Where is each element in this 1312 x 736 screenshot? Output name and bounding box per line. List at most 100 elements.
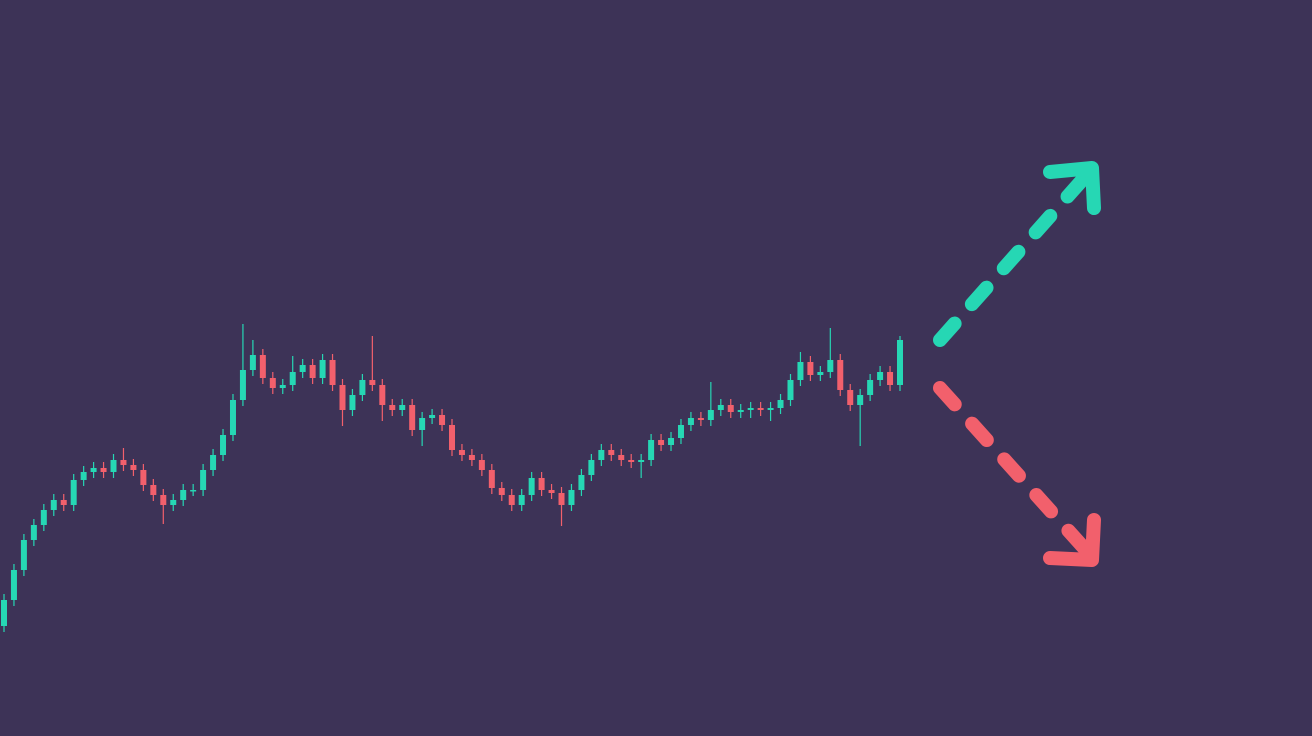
candle-body (150, 485, 157, 495)
candle-body (468, 455, 475, 460)
candle-body (508, 495, 515, 505)
candle-body (578, 475, 585, 490)
candle-body (110, 460, 117, 472)
candle-body (827, 360, 834, 372)
candle-body (200, 470, 207, 490)
candle-body (568, 490, 575, 505)
candle-body (478, 460, 485, 470)
candle-body (120, 460, 127, 465)
candle-body (359, 380, 366, 395)
candle-body (349, 395, 356, 410)
candle-body (269, 378, 276, 388)
candle-body (40, 510, 47, 525)
candle-body (807, 362, 814, 375)
candle-body (279, 385, 286, 388)
candle-body (458, 450, 465, 455)
candle-body (697, 418, 704, 420)
candle-body (528, 478, 535, 495)
candle-body (229, 400, 236, 435)
candle-body (289, 372, 296, 385)
candle-body (309, 365, 316, 378)
candle-body (70, 480, 77, 505)
candle-body (379, 385, 386, 405)
down-arrow (933, 381, 1101, 567)
candle-body (658, 440, 665, 445)
up-arrow-head (1043, 161, 1101, 215)
candle-body (767, 408, 774, 410)
candle-body (847, 390, 854, 405)
candle-body (797, 362, 804, 380)
candle-body (80, 472, 87, 480)
candle-body (498, 488, 505, 495)
candle-body (90, 468, 97, 472)
candle-body (160, 495, 167, 505)
candle-body (817, 372, 824, 375)
candle-body (130, 465, 137, 470)
candle-body (558, 493, 565, 505)
candle-body (707, 410, 714, 420)
candle-body (747, 408, 754, 410)
candle-body (50, 500, 57, 510)
down-arrow-head (1043, 513, 1101, 567)
candle-body (618, 455, 625, 460)
candle-body (20, 540, 27, 570)
candle-body (419, 418, 426, 430)
candle-body (877, 372, 884, 380)
candle-body (100, 468, 107, 472)
candle-body (548, 490, 555, 493)
candle-body (538, 478, 545, 490)
candle-body (677, 425, 684, 438)
candle-body (329, 360, 336, 385)
candle-body (339, 385, 346, 410)
candle-body (588, 460, 595, 475)
candle-body (787, 380, 794, 400)
candle-body (389, 405, 396, 410)
candle-body (488, 470, 495, 488)
candle-body (239, 370, 246, 400)
candle-body (897, 340, 903, 385)
candle-body (409, 405, 416, 430)
candle-body (887, 372, 894, 385)
candle-body (429, 415, 436, 418)
candle-body (439, 415, 446, 425)
candle-body (299, 365, 306, 372)
candle-body (867, 380, 874, 395)
candle-body (170, 500, 177, 505)
candle-body (30, 525, 37, 540)
candle-body (190, 490, 197, 492)
candle-body (668, 438, 675, 445)
candle-body (518, 495, 525, 505)
candle-body (399, 405, 406, 410)
candle-body (777, 400, 784, 408)
candle-body (180, 490, 187, 500)
candle-body (837, 360, 844, 390)
down-arrow-shaft (933, 381, 1091, 555)
candle-body (140, 470, 147, 485)
candle-body (727, 405, 734, 412)
candle-body (60, 500, 67, 505)
candle-body (717, 405, 724, 410)
candle-body (10, 570, 17, 600)
up-arrow (933, 161, 1101, 347)
candle-body (220, 435, 227, 455)
candle-body (259, 355, 266, 378)
candle-body (687, 418, 694, 425)
candle-body (628, 460, 635, 462)
candle-body (210, 455, 217, 470)
candle-body (1, 600, 7, 626)
candle-body (449, 425, 455, 450)
candle-body (598, 450, 605, 460)
candle-body (737, 410, 744, 412)
candles (1, 324, 903, 632)
candle-body (608, 450, 615, 455)
up-arrow-shaft (933, 171, 1091, 347)
candle-body (369, 380, 376, 385)
candle-body (249, 355, 256, 370)
candle-body (319, 360, 326, 378)
candle-body (857, 395, 864, 405)
candle-body (638, 460, 645, 462)
candle-body (648, 440, 655, 460)
